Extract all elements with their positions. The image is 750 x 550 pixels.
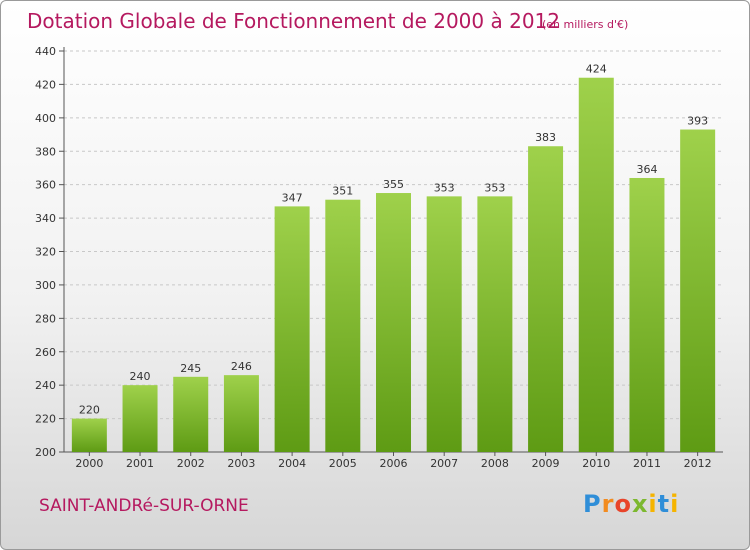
bar-2005[interactable]: [325, 199, 361, 452]
x-tick-label-2006: 2006: [380, 457, 408, 470]
bar-2009[interactable]: [528, 146, 564, 453]
x-tick-label-2005: 2005: [329, 457, 357, 470]
bar-2000[interactable]: [71, 418, 107, 452]
x-tick-label-2009: 2009: [532, 457, 560, 470]
y-tick-label: 340: [35, 212, 56, 225]
bar-2006[interactable]: [376, 193, 411, 453]
chart-title: Dotation Globale de Fonctionnement de 20…: [27, 9, 560, 33]
data-label-2010: 424: [586, 63, 607, 76]
bar-2007[interactable]: [426, 196, 462, 452]
x-tick-label-2003: 2003: [227, 457, 255, 470]
bar-2004[interactable]: [274, 206, 310, 452]
y-tick-label: 400: [35, 112, 56, 125]
x-tick-label-2008: 2008: [481, 457, 509, 470]
bar-2001[interactable]: [122, 385, 158, 452]
commune-name: SAINT-ANDRé-SUR-ORNE: [39, 496, 249, 516]
data-label-2005: 351: [332, 185, 353, 198]
data-labels: 220 240 245 246 347 351 355 353 353 383 424 364 393: [79, 63, 708, 417]
x-tick-label-2011: 2011: [633, 457, 661, 470]
bar-2003[interactable]: [223, 375, 259, 452]
x-tick-label-2001: 2001: [126, 457, 154, 470]
y-tick-label: 280: [35, 312, 56, 325]
y-tick-label: 420: [35, 78, 56, 91]
data-label-2001: 240: [130, 370, 151, 383]
bar-2008[interactable]: [477, 196, 513, 452]
y-tick-label: 320: [35, 246, 56, 259]
data-label-2003: 246: [231, 360, 252, 373]
bar-2002[interactable]: [173, 376, 209, 452]
data-label-2000: 220: [79, 404, 100, 417]
data-label-2007: 353: [434, 181, 455, 194]
bar-2011[interactable]: [629, 177, 665, 452]
y-tick-label: 200: [35, 446, 56, 459]
x-tick-label-2004: 2004: [278, 457, 306, 470]
data-label-2008: 353: [484, 181, 505, 194]
bars: [71, 77, 716, 453]
y-tick-label: 240: [35, 379, 56, 392]
y-tick-label: 300: [35, 279, 56, 292]
bar-2012[interactable]: [680, 129, 716, 452]
chart-unit-label: (en milliers d'€): [542, 18, 629, 31]
x-tick-label-2000: 2000: [75, 457, 103, 470]
y-tick-label: 380: [35, 145, 56, 158]
data-label-2006: 355: [383, 178, 404, 191]
bar-2010[interactable]: [578, 77, 614, 452]
data-label-2012: 393: [687, 115, 708, 128]
data-label-2002: 245: [180, 362, 201, 375]
x-tick-label-2007: 2007: [430, 457, 458, 470]
y-tick-label: 440: [35, 45, 56, 58]
x-tick-label-2010: 2010: [582, 457, 610, 470]
data-label-2011: 364: [636, 163, 657, 176]
y-tick-label: 220: [35, 413, 56, 426]
x-tick-label-2002: 2002: [177, 457, 205, 470]
y-tick-label: 260: [35, 346, 56, 359]
y-tick-label: 360: [35, 179, 56, 192]
proxiti-logo[interactable]: Proxiti: [583, 490, 680, 518]
x-tick-label-2012: 2012: [684, 457, 712, 470]
data-label-2004: 347: [282, 191, 303, 204]
data-label-2009: 383: [535, 131, 556, 144]
